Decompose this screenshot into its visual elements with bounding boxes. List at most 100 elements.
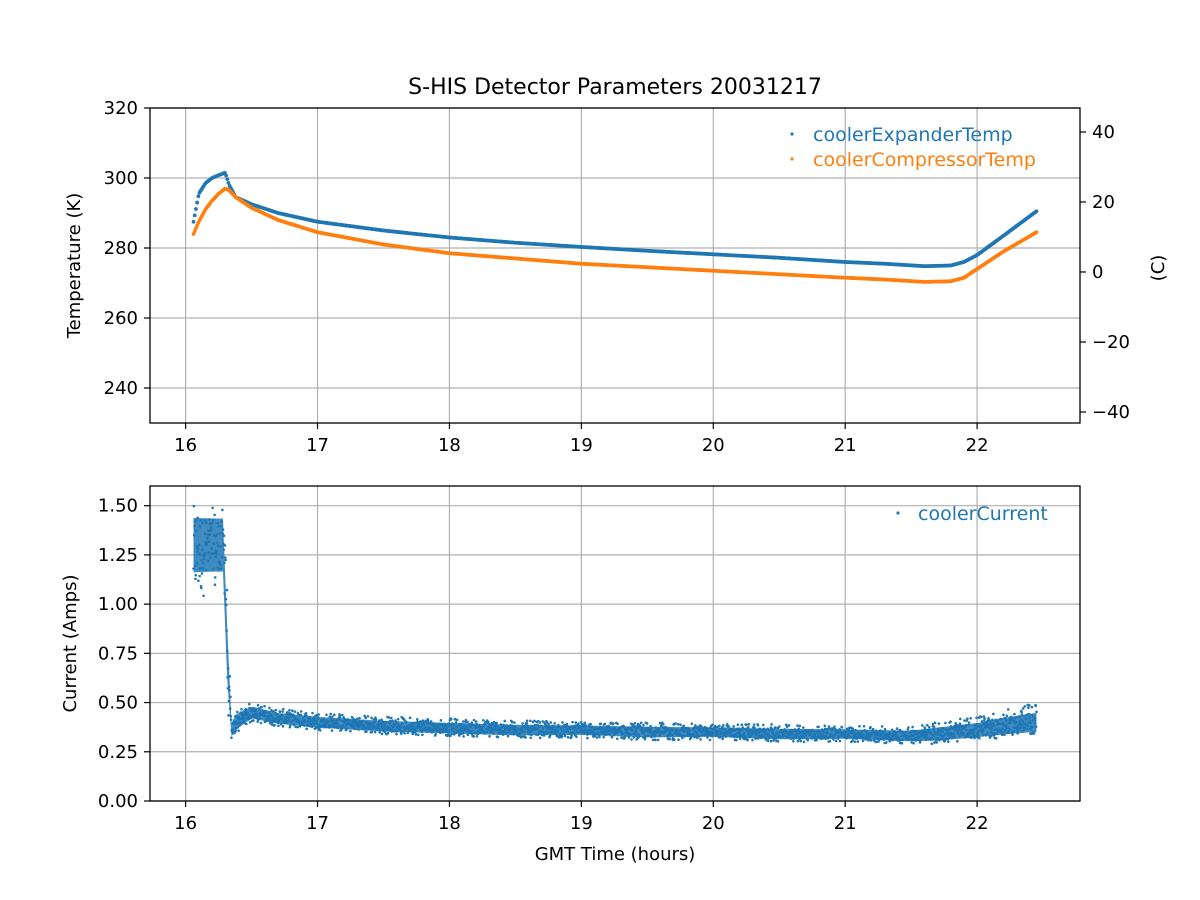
data-point <box>602 735 605 739</box>
data-point <box>240 707 243 711</box>
data-point <box>510 720 514 724</box>
data-point <box>583 721 587 725</box>
data-point <box>415 718 419 721</box>
y-tick-label: 320 <box>104 98 138 119</box>
data-point <box>927 725 931 729</box>
data-point <box>676 723 680 726</box>
data-point <box>263 720 267 724</box>
data-point <box>224 173 228 178</box>
data-point <box>725 723 729 726</box>
data-point <box>194 577 197 581</box>
data-point <box>752 723 756 726</box>
y-tick-label: 240 <box>104 378 138 399</box>
data-point <box>838 739 842 743</box>
data-point <box>756 724 760 727</box>
data-point <box>224 556 227 559</box>
data-point <box>802 726 805 729</box>
data-point <box>885 741 888 744</box>
data-point <box>403 731 406 735</box>
x-tick-label: 19 <box>570 435 593 456</box>
data-point <box>753 726 756 729</box>
data-point <box>1027 706 1030 710</box>
data-point <box>374 717 378 721</box>
data-point <box>761 723 765 727</box>
data-point <box>599 722 603 726</box>
data-point <box>486 720 490 724</box>
data-point <box>380 732 384 736</box>
data-point <box>833 725 836 728</box>
data-point <box>699 738 702 741</box>
data-point <box>350 715 354 719</box>
data-point <box>225 588 229 592</box>
data-point <box>869 725 872 729</box>
data-point <box>305 727 308 731</box>
data-point <box>213 576 217 579</box>
data-point <box>747 722 751 726</box>
data-point <box>923 726 926 729</box>
data-point <box>656 738 660 742</box>
data-point <box>615 737 619 741</box>
temperature-plot-frame <box>149 107 1081 424</box>
data-point <box>192 504 196 508</box>
legend-marker-current <box>896 511 900 515</box>
data-point <box>740 723 744 726</box>
data-point <box>828 739 832 743</box>
data-point <box>958 717 962 721</box>
data-point <box>1034 230 1039 235</box>
data-point <box>563 734 567 738</box>
data-point <box>732 725 735 728</box>
data-point <box>1030 705 1034 709</box>
x-tick-label: 17 <box>306 435 329 456</box>
data-point <box>221 508 224 512</box>
data-point <box>197 579 200 582</box>
data-point <box>769 739 773 743</box>
data-point <box>370 716 373 720</box>
data-point <box>799 739 803 743</box>
data-point <box>533 719 536 723</box>
data-point <box>237 729 240 733</box>
data-point <box>529 736 533 740</box>
data-point <box>918 741 922 744</box>
data-point <box>630 738 633 741</box>
temperature-legend: coolerExpanderTemp coolerCompressorTemp <box>790 124 1036 171</box>
data-point <box>256 703 260 707</box>
data-point <box>304 711 308 715</box>
data-point <box>195 200 200 205</box>
data-point <box>921 724 924 727</box>
y-tick-label: 280 <box>104 238 138 259</box>
y-tick-label: 1.00 <box>98 594 138 615</box>
data-point <box>366 715 370 718</box>
data-point <box>281 725 285 728</box>
data-point <box>529 719 532 723</box>
data-point <box>538 736 542 740</box>
data-point <box>274 708 278 712</box>
data-point <box>858 724 861 728</box>
data-point <box>506 734 510 738</box>
y-tick-label: 0.00 <box>98 791 138 812</box>
data-point <box>524 736 527 739</box>
data-point <box>223 544 227 547</box>
data-point <box>778 725 781 728</box>
data-point <box>224 558 227 562</box>
data-point <box>416 733 420 737</box>
data-point <box>645 722 649 725</box>
series-coolerExpanderTemp <box>191 170 1039 269</box>
data-point <box>248 720 252 724</box>
data-point <box>627 736 631 739</box>
data-point <box>677 738 680 742</box>
data-point <box>293 710 297 713</box>
data-point <box>862 724 866 728</box>
data-point <box>288 725 292 729</box>
data-point <box>802 740 806 744</box>
data-point <box>439 719 443 722</box>
data-point <box>277 724 280 728</box>
data-point <box>598 735 601 739</box>
data-point <box>553 722 556 725</box>
y2-tick-label: 0 <box>1092 262 1103 283</box>
data-point <box>194 573 198 577</box>
data-point <box>834 739 838 743</box>
data-point <box>363 714 367 718</box>
chart-title: S-HIS Detector Parameters 20031217 <box>408 75 822 100</box>
data-point <box>736 723 740 727</box>
